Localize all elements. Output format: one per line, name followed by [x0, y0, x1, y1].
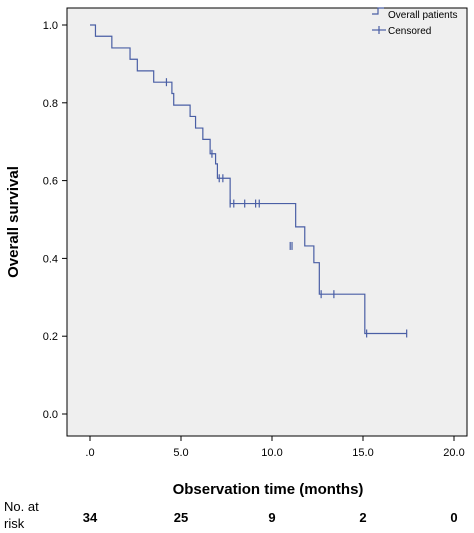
y-tick-label: 0.8 — [43, 98, 58, 110]
x-tick-label: 10.0 — [261, 447, 282, 459]
y-tick-label: 0.2 — [43, 331, 58, 343]
risk-table-label-line2: risk — [4, 516, 25, 531]
legend: Overall patients Censored — [372, 7, 457, 37]
plot-area — [66, 7, 468, 437]
x-tick-label: 15.0 — [352, 447, 373, 459]
legend-label-censored: Censored — [388, 26, 431, 37]
y-tick-label: 0.6 — [43, 176, 58, 188]
risk-value-10: 9 — [268, 510, 275, 525]
legend-line-swatch — [372, 7, 384, 15]
risk-value-20: 0 — [450, 510, 457, 525]
x-tick-label: 5.0 — [173, 447, 188, 459]
censor-marks — [165, 78, 408, 338]
risk-value-15: 2 — [359, 510, 366, 525]
risk-value-5: 25 — [174, 510, 188, 525]
survival-curve-line — [90, 24, 407, 335]
y-tick-label: 0.4 — [43, 253, 58, 265]
x-tick-label: .0 — [85, 447, 94, 459]
x-tick-label: 20.0 — [443, 447, 464, 459]
risk-table-label-line1: No. at — [4, 499, 39, 514]
risk-value-0: 34 — [83, 510, 98, 525]
x-axis: .0 5.0 10.0 15.0 20.0 — [85, 436, 465, 459]
legend-label-overall: Overall patients — [388, 10, 457, 21]
y-tick-label: 0.0 — [43, 409, 58, 421]
y-axis: 0.0 0.2 0.4 0.6 0.8 1.0 — [43, 20, 67, 421]
y-tick-label: 1.0 — [43, 20, 58, 32]
y-axis-title: Overall survival — [5, 166, 22, 278]
x-axis-title: Observation time (months) — [173, 481, 364, 498]
